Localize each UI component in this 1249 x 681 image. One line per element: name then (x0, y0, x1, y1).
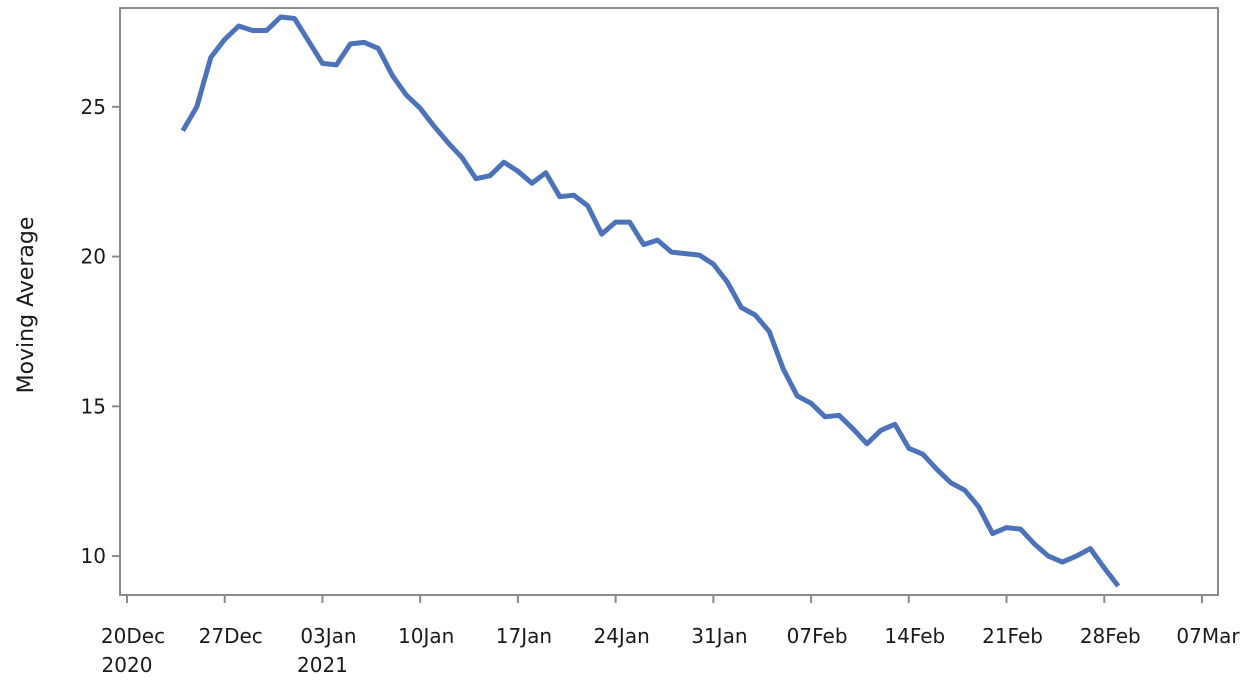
x-tick-year-label: 2020 (102, 653, 153, 677)
x-tick-label: 28Feb (1080, 624, 1141, 648)
x-tick-label: 17Jan (496, 624, 552, 648)
x-tick-label: 10Jan (398, 624, 454, 648)
x-tick-label: 07Feb (787, 624, 848, 648)
series-line (180, 14, 1121, 588)
x-tick-label: 27Dec (199, 624, 263, 648)
y-axis-title: Moving Average (14, 217, 39, 394)
y-tick-label: 20 (81, 245, 106, 269)
x-tick-year-label: 2021 (297, 653, 348, 677)
x-tick-label: 20Dec (101, 624, 165, 648)
x-tick-label: 03Jan (300, 624, 356, 648)
x-tick-label: 07Mar (1176, 624, 1240, 648)
y-axis: 10 15 20 25 (81, 95, 120, 568)
y-tick-label: 25 (81, 95, 106, 119)
x-tick-label: 31Jan (691, 624, 747, 648)
x-axis: 20Dec 2020 27Dec 03Jan 2021 10Jan 17Jan 24Jan 31… (101, 595, 1240, 677)
y-tick-label: 10 (81, 544, 106, 568)
x-tick-label: 14Feb (884, 624, 945, 648)
plot-frame (119, 7, 1219, 596)
x-tick-label: 21Feb (982, 624, 1043, 648)
y-tick-label: 15 (81, 394, 106, 418)
x-tick-label: 24Jan (593, 624, 649, 648)
